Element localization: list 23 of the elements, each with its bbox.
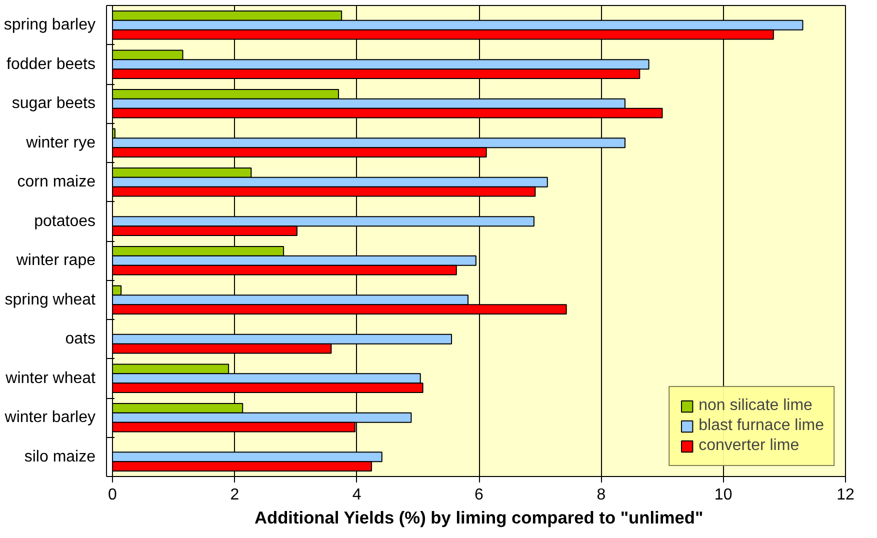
y-tick-label: oats xyxy=(65,330,96,348)
x-axis-title: Additional Yields (%) by liming compared to "unlimed" xyxy=(254,508,704,528)
y-tick-label: spring wheat xyxy=(4,291,96,308)
legend-label: blast furnace lime xyxy=(698,417,824,435)
y-tick-label: corn maize xyxy=(17,174,96,191)
y-tick-label: potatoes xyxy=(34,212,96,230)
y-tick-label: winter barley xyxy=(4,409,96,426)
y-tick-label: sugar beets xyxy=(12,95,96,112)
x-tick-label: 12 xyxy=(836,486,854,504)
y-tick-label: winter rape xyxy=(15,252,96,270)
y-tick-label: spring barley xyxy=(4,16,96,34)
x-tick-label: 8 xyxy=(596,486,606,504)
y-tick-label: winter wheat xyxy=(4,370,96,387)
x-tick-label: 2 xyxy=(230,486,240,504)
x-tick-label: 4 xyxy=(352,486,362,504)
y-tick-label: silo maize xyxy=(24,448,96,466)
x-tick-label: 10 xyxy=(714,486,732,504)
y-tick-label: winter rye xyxy=(25,134,96,152)
x-tick-label: 6 xyxy=(474,486,484,504)
x-tick-label: 0 xyxy=(108,486,118,504)
y-tick-label: fodder beets xyxy=(6,56,96,73)
legend-label: non silicate lime xyxy=(698,397,812,415)
legend-label: converter lime xyxy=(698,437,800,455)
